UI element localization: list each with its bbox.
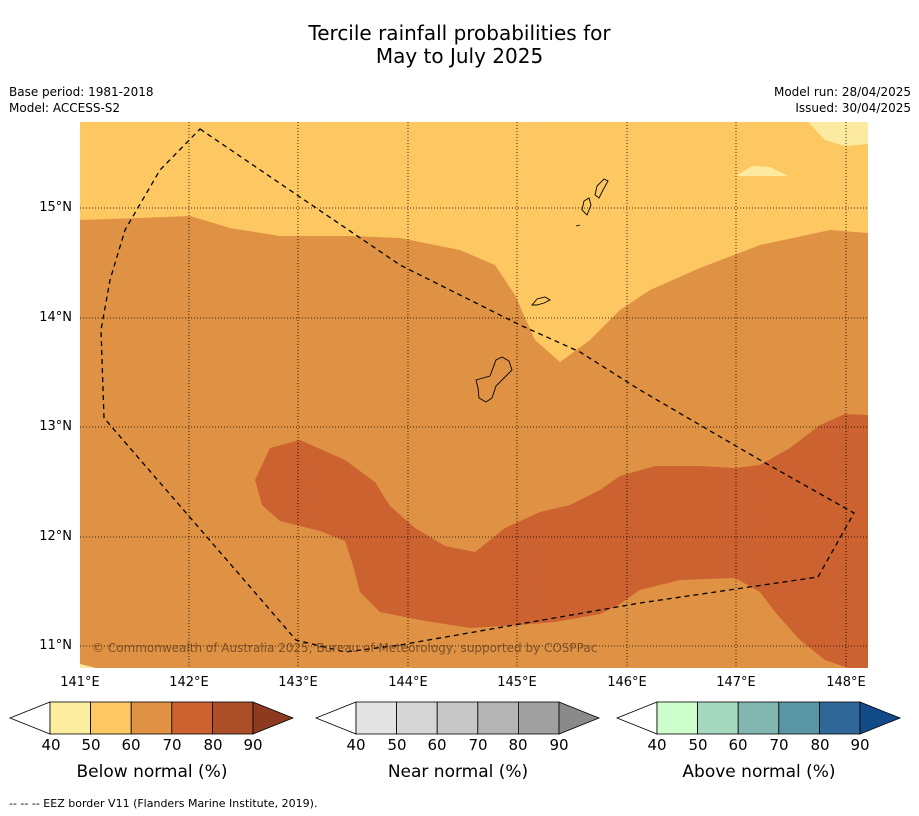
cb-above-tick: 90 (850, 736, 870, 754)
copyright-notice: © Commonwealth of Australia 2025, Bureau… (92, 641, 598, 655)
colorbar-below-title: Below normal (%) (76, 762, 228, 782)
cb-below-tick: 50 (81, 736, 101, 754)
cb-below-tick: 80 (203, 736, 223, 754)
cb-near-tick: 80 (508, 736, 528, 754)
lon-label-142: 142°E (169, 675, 209, 690)
lon-label-144: 144°E (388, 675, 428, 690)
issued-date: Issued: 30/04/2025 (795, 101, 911, 115)
cb-above-tick: 50 (688, 736, 708, 754)
model-run: Model run: 28/04/2025 (773, 85, 911, 99)
field-below-70-80 (255, 414, 868, 668)
map-frame (80, 122, 868, 668)
colorbar-segment (355, 701, 397, 735)
lon-label-145: 145°E (497, 675, 537, 690)
chart-title: Tercile rainfall probabilities for May t… (0, 22, 919, 68)
meta-right: Model run: 28/04/2025 Issued: 30/04/2025 (774, 84, 911, 116)
eez-legend-note: -- -- -- EEZ border V11 (Flanders Marine… (9, 797, 318, 810)
colorbar-segment (737, 701, 780, 735)
colorbar-extend-low (615, 701, 658, 735)
field-below-40-50-island (736, 166, 788, 176)
colorbar-below (8, 701, 295, 735)
colorbar-segment (49, 701, 91, 735)
colorbar-extend-low (8, 701, 51, 735)
lat-label-13: 13°N (39, 419, 72, 434)
colorbar-segment (819, 701, 861, 735)
colorbar-segment (697, 701, 739, 735)
cb-below-tick: 90 (243, 736, 263, 754)
field-below-40-50-ne (808, 122, 868, 146)
colorbar-near (314, 701, 601, 735)
meta-left: Base period: 1981-2018 Model: ACCESS-S2 (9, 84, 154, 116)
island-guam (475, 356, 513, 403)
colorbar-near-title: Near normal (%) (387, 762, 529, 782)
colorbar-segment (90, 701, 132, 735)
colorbar-segment (477, 701, 519, 735)
cb-below-tick: 60 (121, 736, 141, 754)
title-line-2: May to July 2025 (375, 44, 544, 68)
colorbar-segment (130, 701, 173, 735)
cb-near-tick: 90 (549, 736, 569, 754)
lat-label-14: 14°N (39, 310, 72, 325)
cb-near-tick: 60 (427, 736, 447, 754)
cb-near-tick: 70 (468, 736, 488, 754)
lon-label-143: 143°E (278, 675, 318, 690)
colorbar-segment (656, 701, 698, 735)
island-saipan (594, 178, 609, 199)
lon-label-146: 146°E (607, 675, 647, 690)
lat-label-15: 15°N (39, 200, 72, 215)
colorbar-segment (211, 701, 254, 735)
colorbar-segment (396, 701, 438, 735)
islands (475, 178, 609, 403)
title-line-1: Tercile rainfall probabilities for (308, 21, 611, 45)
island-aguijan (575, 224, 581, 227)
cb-near-tick: 50 (387, 736, 407, 754)
lon-label-148: 148°E (826, 675, 866, 690)
colorbar-segment (171, 701, 213, 735)
island-tinian (581, 197, 592, 216)
cb-below-tick: 40 (41, 736, 61, 754)
island-rota (531, 296, 551, 306)
base-period: Base period: 1981-2018 (9, 85, 154, 99)
cb-above-tick: 80 (810, 736, 830, 754)
gridlines (80, 122, 868, 668)
colorbar-segment (518, 701, 560, 735)
lon-label-147: 147°E (716, 675, 756, 690)
field-below-40-50-sw (80, 664, 96, 668)
eez-border (100, 128, 855, 653)
colorbar-extend-high (859, 701, 902, 735)
colorbar-extend-low (314, 701, 357, 735)
cb-near-tick: 40 (346, 736, 366, 754)
colorbar-extend-high (558, 701, 601, 735)
lat-label-11: 11°N (39, 638, 72, 653)
cb-above-tick: 70 (769, 736, 789, 754)
colorbar-extend-high (252, 701, 295, 735)
colorbar-above-title: Above normal (%) (682, 762, 836, 782)
cb-above-tick: 40 (647, 736, 667, 754)
colorbar-segment (778, 701, 820, 735)
colorbar-above (615, 701, 902, 735)
colorbar-segment (436, 701, 479, 735)
lat-label-12: 12°N (39, 529, 72, 544)
model-name: Model: ACCESS-S2 (9, 101, 121, 115)
lon-label-141: 141°E (60, 675, 100, 690)
cb-below-tick: 70 (162, 736, 182, 754)
cb-above-tick: 60 (728, 736, 748, 754)
